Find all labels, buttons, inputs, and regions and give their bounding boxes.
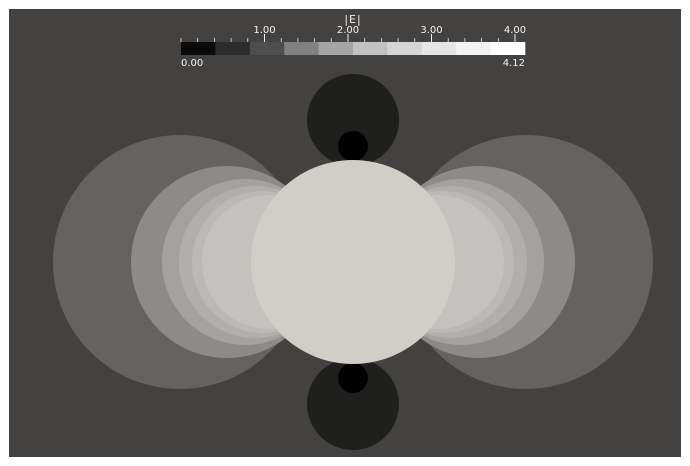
colorbar-max-label: 4.12 — [503, 58, 525, 69]
pole-core-bottom — [338, 363, 368, 393]
colorbar-band — [421, 42, 457, 55]
central-sphere — [251, 160, 455, 364]
colorbar-band — [181, 42, 216, 55]
pole-lobes — [307, 74, 399, 450]
colorbar-band — [249, 42, 285, 55]
colorbar-band — [284, 42, 319, 55]
colorbar-tick-label: 3.00 — [420, 25, 442, 36]
pole-core-top — [338, 131, 368, 161]
colorbar-tick-labels: 1.00 2.00 3.00 4.00 — [253, 25, 526, 36]
field-magnitude-plot[interactable] — [9, 9, 681, 457]
colorbar-band — [353, 42, 388, 55]
colorbar-min-label: 0.00 — [181, 58, 203, 69]
render-viewport[interactable]: |E| 1.00 2.00 3.00 4.00 0.00 4.12 — [9, 9, 681, 457]
colorbar-title: |E| — [344, 13, 361, 26]
colorbar-tick-label: 1.00 — [253, 25, 275, 36]
colorbar-band — [215, 42, 251, 55]
colorbar-band — [318, 42, 354, 55]
colorbar-band — [456, 42, 491, 55]
pole-lobe-top — [307, 74, 399, 166]
colorbar-band — [490, 42, 526, 55]
colorbar-ticks — [180, 34, 516, 42]
colorbar-bands — [181, 42, 526, 55]
color-legend[interactable]: |E| 1.00 2.00 3.00 4.00 0.00 4.12 — [9, 9, 681, 99]
colorbar-band — [387, 42, 423, 55]
pole-lobe-bottom — [307, 358, 399, 450]
colorbar-tick-label: 4.00 — [504, 25, 526, 36]
colorbar-tick-label: 2.00 — [337, 25, 359, 36]
